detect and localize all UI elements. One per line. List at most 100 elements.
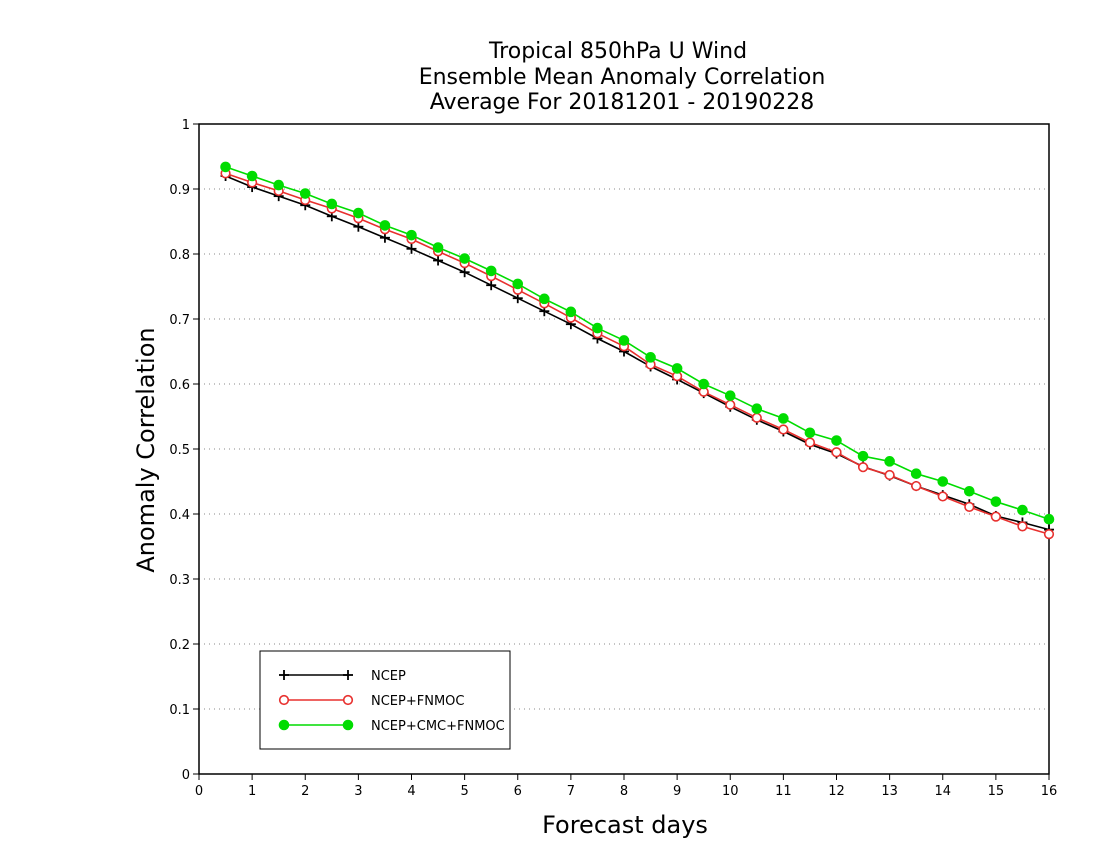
x-tick-label: 1 xyxy=(248,784,256,799)
y-tick-label: 0.2 xyxy=(169,638,190,653)
series-2-point xyxy=(778,413,789,424)
chart-title-line-1: Tropical 850hPa U Wind xyxy=(488,39,747,64)
series-2-point xyxy=(990,496,1002,507)
x-tick-label: 13 xyxy=(881,784,898,799)
series-2-point xyxy=(539,293,550,305)
y-tick-label: 0.4 xyxy=(169,508,190,523)
x-tick-label: 14 xyxy=(934,784,951,799)
series-0-point xyxy=(512,293,523,304)
series-2-point xyxy=(246,170,258,182)
x-tick-label: 7 xyxy=(567,784,575,799)
series-2-point xyxy=(432,242,444,253)
series-0-point xyxy=(459,267,470,278)
series-2-point xyxy=(299,188,311,199)
series-2-point xyxy=(645,352,656,363)
series-2-point xyxy=(485,265,497,277)
series-1-point xyxy=(725,399,736,410)
series-2 xyxy=(220,161,1055,525)
series-2-point xyxy=(671,363,683,374)
x-tick-label: 16 xyxy=(1041,784,1058,799)
chart-title-line-2: Ensemble Mean Anomaly Correlation xyxy=(419,65,826,90)
x-tick-label: 8 xyxy=(620,784,628,799)
x-tick-label: 0 xyxy=(195,784,203,799)
x-tick-label: 4 xyxy=(407,784,415,799)
series-2-point xyxy=(1043,513,1055,525)
x-tick-label: 10 xyxy=(722,784,739,799)
legend: NCEP NCEP+FNMOC NCEP+CMC+FNMOC xyxy=(259,650,511,750)
series-2-point xyxy=(964,485,975,497)
series-1-point xyxy=(778,424,789,435)
series-2-point xyxy=(592,322,603,334)
x-axis-label: Forecast days xyxy=(542,811,708,839)
series-1-point xyxy=(964,501,975,512)
series-2-point xyxy=(831,435,842,446)
series-0 xyxy=(220,171,1054,535)
y-tick-label: 0.6 xyxy=(169,378,190,393)
series-0-point xyxy=(353,221,364,232)
series-1-point xyxy=(857,462,869,473)
legend-label-ncep-fnmoc: NCEP+FNMOC xyxy=(371,694,464,709)
series-2-point xyxy=(618,335,630,346)
legend-marker-0-left xyxy=(279,670,289,680)
series-2-point xyxy=(353,207,364,219)
series-line-1 xyxy=(225,172,1050,535)
y-tick-label: 0.7 xyxy=(169,313,190,328)
series-line-2 xyxy=(225,166,1050,520)
series-1-point xyxy=(1043,529,1055,540)
series-0-point xyxy=(379,232,390,243)
grid xyxy=(199,188,1049,710)
legend-label-ncep-cmc-fnmoc: NCEP+CMC+FNMOC xyxy=(371,719,505,734)
series xyxy=(220,161,1055,540)
y-tick-label: 0.9 xyxy=(169,183,190,198)
axis-ticks: 00.10.20.30.40.50.60.70.80.910 1 2 3 4 5 6 7 8 9 1… xyxy=(169,118,1057,799)
x-tick-label: 3 xyxy=(354,784,362,799)
legend-marker-2-left xyxy=(278,719,290,731)
legend-markers xyxy=(278,670,354,731)
series-2-point xyxy=(804,427,816,439)
series-1-point xyxy=(937,491,948,502)
y-tick-label: 0.1 xyxy=(169,703,190,718)
series-2-point xyxy=(512,278,524,290)
series-2-point xyxy=(857,450,869,462)
x-tick-label: 2 xyxy=(301,784,309,799)
series-2-point xyxy=(406,229,417,241)
x-tick-label: 9 xyxy=(673,784,681,799)
series-2-point xyxy=(698,378,709,390)
x-tick-label: 5 xyxy=(460,784,468,799)
chart-title-line-3: Average For 20181201 - 20190228 xyxy=(430,90,815,115)
legend-marker-0-right xyxy=(343,670,353,680)
y-tick-label: 1 xyxy=(182,118,190,133)
series-1 xyxy=(220,168,1055,540)
series-2-point xyxy=(751,403,763,415)
legend-marker-1-left xyxy=(278,694,290,706)
series-0-point xyxy=(486,280,497,291)
series-2-point xyxy=(379,220,391,231)
x-tick-label: 6 xyxy=(514,784,522,799)
series-1-point xyxy=(911,480,922,492)
series-0-point xyxy=(433,255,444,266)
x-tick-label: 11 xyxy=(775,784,792,799)
x-tick-label: 12 xyxy=(828,784,845,799)
x-tick-label: 15 xyxy=(988,784,1005,799)
legend-marker-1-right xyxy=(342,694,354,706)
legend-marker-2-right xyxy=(342,719,354,731)
series-1-point xyxy=(751,412,762,423)
series-2-point xyxy=(326,198,338,210)
y-tick-label: 0.8 xyxy=(169,248,190,263)
series-2-point xyxy=(273,179,284,191)
y-tick-label: 0.5 xyxy=(169,443,190,458)
series-1-point xyxy=(1017,521,1028,532)
series-2-point xyxy=(937,476,949,487)
series-1-point xyxy=(804,437,816,448)
y-tick-label: 0 xyxy=(182,768,190,783)
series-2-point xyxy=(220,161,231,173)
series-0-point xyxy=(406,243,417,254)
y-tick-label: 0.3 xyxy=(169,573,190,588)
series-1-point xyxy=(831,447,842,458)
series-2-point xyxy=(1017,504,1028,516)
y-axis-label: Anomaly Correlation xyxy=(132,327,160,572)
series-2-point xyxy=(884,456,895,467)
series-2-point xyxy=(459,253,470,264)
series-1-point xyxy=(990,511,1001,522)
